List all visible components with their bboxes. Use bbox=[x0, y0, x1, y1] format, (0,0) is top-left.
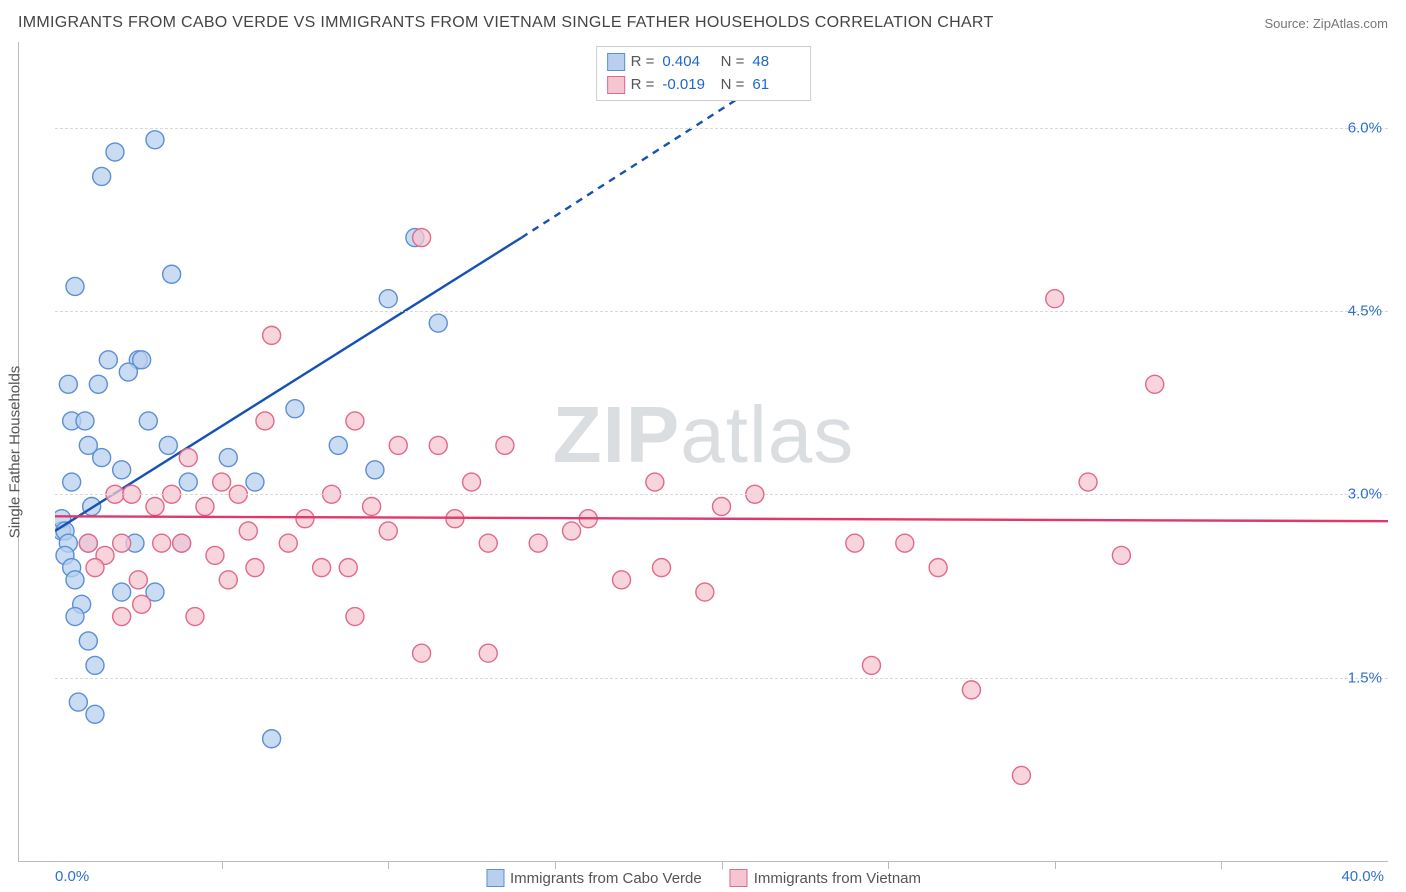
y-axis-label: Single Father Households bbox=[7, 365, 24, 538]
y-tick-label: 3.0% bbox=[1348, 486, 1382, 503]
stats-row-cabo-verde: R = 0.404 N = 48 bbox=[607, 51, 801, 74]
x-tick bbox=[1221, 861, 1222, 869]
gridline bbox=[55, 128, 1388, 129]
legend-item-cabo-verde: Immigrants from Cabo Verde bbox=[486, 869, 702, 887]
legend-item-vietnam: Immigrants from Vietnam bbox=[730, 869, 921, 887]
y-tick-label: 4.5% bbox=[1348, 302, 1382, 319]
x-tick bbox=[1055, 861, 1056, 869]
gridline bbox=[55, 494, 1388, 495]
legend-bottom: Immigrants from Cabo Verde Immigrants fr… bbox=[486, 869, 921, 887]
title-bar: IMMIGRANTS FROM CABO VERDE VS IMMIGRANTS… bbox=[18, 8, 1388, 38]
x-axis-min: 0.0% bbox=[55, 868, 89, 885]
gridline bbox=[55, 311, 1388, 312]
x-tick bbox=[555, 861, 556, 869]
source-link[interactable]: ZipAtlas.com bbox=[1313, 16, 1388, 31]
y-tick-label: 6.0% bbox=[1348, 119, 1382, 136]
plot-inner bbox=[55, 42, 1388, 861]
stats-row-vietnam: R = -0.019 N = 61 bbox=[607, 74, 801, 97]
scatter-svg bbox=[55, 42, 1388, 861]
stats-box: R = 0.404 N = 48 R = -0.019 N = 61 bbox=[596, 46, 812, 101]
stats-swatch-cabo-verde bbox=[607, 53, 625, 71]
x-tick bbox=[388, 861, 389, 869]
chart-title: IMMIGRANTS FROM CABO VERDE VS IMMIGRANTS… bbox=[18, 14, 994, 32]
source-label: Source: ZipAtlas.com bbox=[1264, 16, 1388, 31]
legend-swatch-vietnam bbox=[730, 869, 748, 887]
x-tick bbox=[888, 861, 889, 869]
legend-swatch-cabo-verde bbox=[486, 869, 504, 887]
gridline bbox=[55, 678, 1388, 679]
y-tick-label: 1.5% bbox=[1348, 669, 1382, 686]
plot-area: Single Father Households ZIPatlas 1.5%3.… bbox=[18, 42, 1388, 862]
x-tick bbox=[722, 861, 723, 869]
x-axis-max: 40.0% bbox=[1341, 868, 1384, 885]
stats-swatch-vietnam bbox=[607, 76, 625, 94]
x-tick bbox=[222, 861, 223, 869]
